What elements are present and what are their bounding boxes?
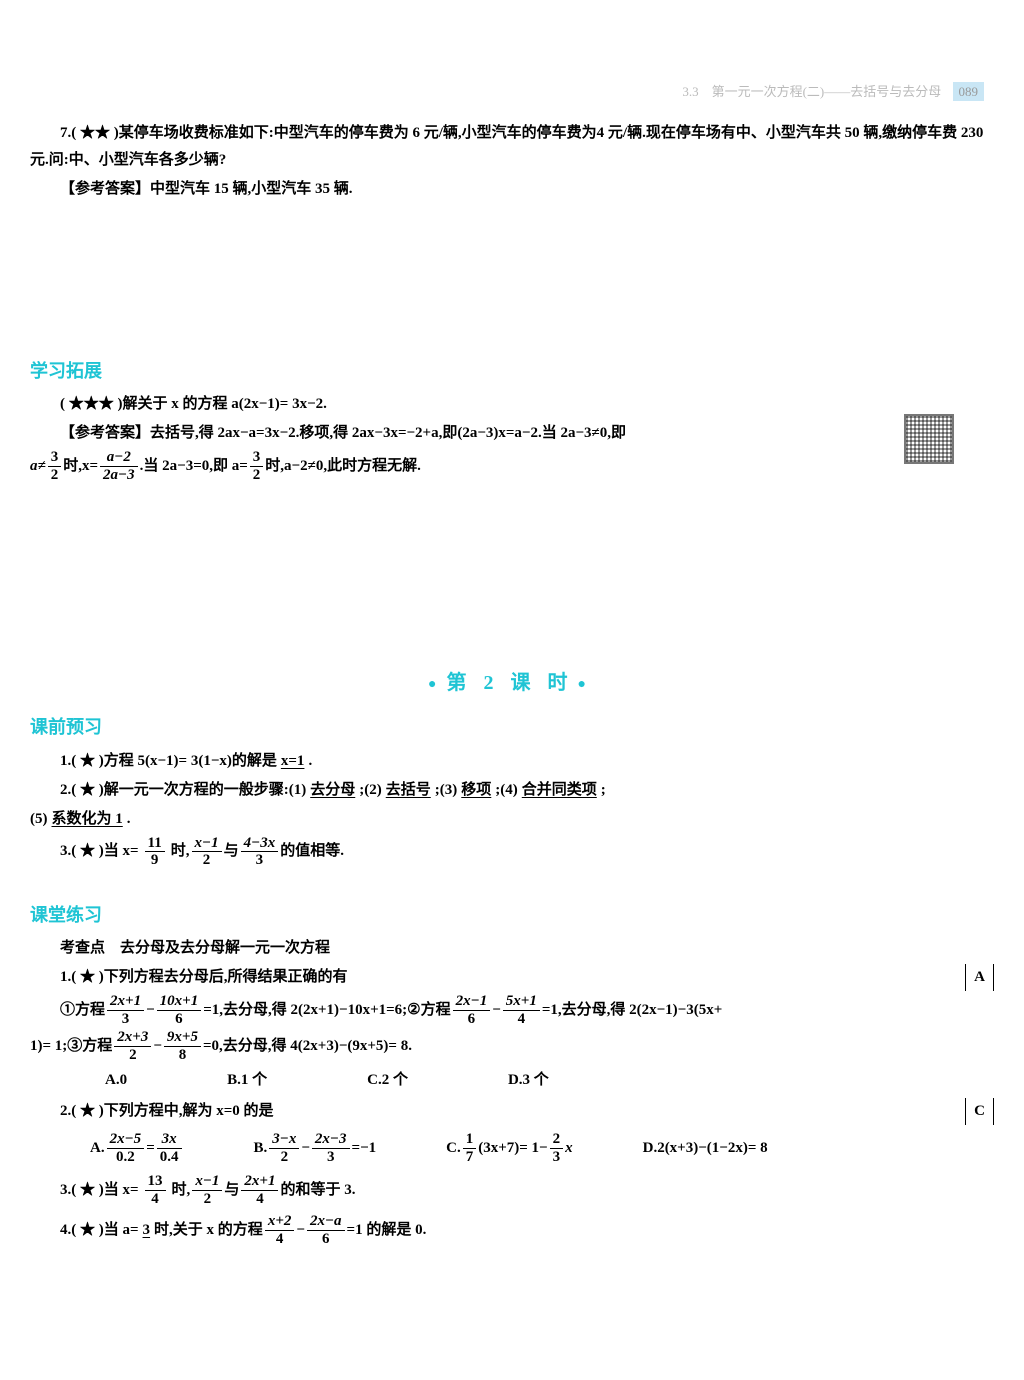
cls-q1-line1: ①方程 2x+13 − 10x+16 =1,去分母,得 2(2x+1)−10x+… [30, 993, 994, 1027]
cls-q1-line2: 1)= 1;③方程 2x+32 − 9x+58 =0,去分母,得 4(2x+3)… [30, 1029, 994, 1063]
lesson-title: ●第 2 课 时● [30, 665, 994, 701]
pre-q3: 3.( ★ )当 x= 119 时, x−12 与 4−3x3 的值相等. [30, 835, 994, 869]
kdp: 考查点 去分母及去分母解一元一次方程 [30, 935, 994, 962]
cls-q2-options: A. 2x−50.2 = 3x0.4 B. 3−x2 − 2x−33 =−1 C… [30, 1129, 994, 1167]
qr-code-icon [904, 414, 954, 464]
section-class-title: 课堂练习 [30, 899, 994, 931]
cls-q1-options: A.0 B.1 个 C.2 个 D.3 个 [30, 1067, 994, 1094]
q1-answer: A [965, 964, 994, 991]
ext-question: ( ★★★ )解关于 x 的方程 a(2x−1)= 3x−2. [30, 391, 994, 418]
page-number: 089 [953, 82, 985, 101]
cls-q3: 3.( ★ )当 x= 134 时, x−12 与 2x+14 的和等于 3. [30, 1173, 994, 1207]
q7-answer: 【参考答案】中型汽车 15 辆,小型汽车 35 辆. [30, 176, 994, 203]
section-extension-title: 学习拓展 [30, 355, 994, 387]
q7-text: 7.( ★★ )某停车场收费标准如下:中型汽车的停车费为 6 元/辆,小型汽车的… [30, 120, 994, 174]
cls-q1-stem: 1.( ★ )下列方程去分母后,所得结果正确的有 A [30, 964, 994, 991]
ext-answer-line1: 【参考答案】去括号,得 2ax−a=3x−2.移项,得 2ax−3x=−2+a,… [30, 420, 994, 447]
pre-q2-line1: 2.( ★ )解一元一次方程的一般步骤:(1) 去分母 ;(2) 去括号 ;(3… [30, 777, 994, 804]
chapter-label: 3.3 第一元一次方程(二)——去括号与去分母 [682, 84, 941, 99]
cls-q2-stem: 2.( ★ )下列方程中,解为 x=0 的是 C [30, 1098, 994, 1125]
q2-answer: C [965, 1098, 994, 1125]
pre-q2-line2: (5) 系数化为 1 . [30, 806, 994, 833]
section-preview-title: 课前预习 [30, 711, 994, 743]
pre-q1: 1.( ★ )方程 5(x−1)= 3(1−x)的解是 x=1 . [30, 748, 994, 775]
cls-q4: 4.( ★ )当 a= 3 时,关于 x 的方程 x+24 − 2x−a6 =1… [30, 1213, 994, 1247]
ext-answer-line2: a≠ 32 时,x= a−22a−3 .当 2a−3=0,即 a= 32 时,a… [30, 449, 994, 483]
